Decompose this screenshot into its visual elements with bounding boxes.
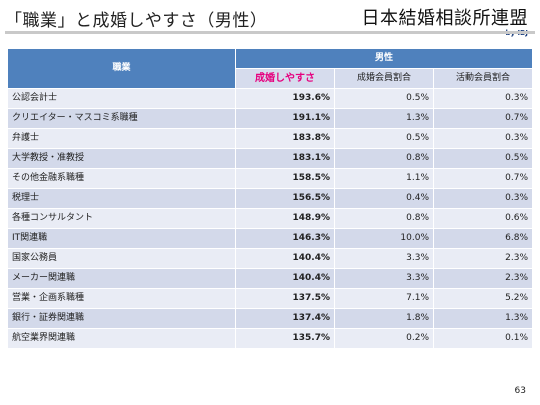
married-ratio-cell: 0.8% xyxy=(334,208,434,229)
table-row: IT関連職 146.3% 10.0% 6.8% xyxy=(7,228,534,249)
column-header-ease: 成婚しやすさ xyxy=(235,68,335,89)
occupation-cell: 航空業界関連職 xyxy=(7,328,236,349)
ease-cell: 183.1% xyxy=(235,148,335,169)
active-ratio-cell: 5.2% xyxy=(432,288,534,309)
ease-cell: 156.5% xyxy=(235,188,335,209)
ease-cell: 158.5% xyxy=(235,168,335,189)
table-row: 弁護士 183.8% 0.5% 0.3% xyxy=(7,128,534,149)
occupation-header: 職業 xyxy=(7,48,236,89)
table-row: 航空業界関連職 135.7% 0.2% 0.1% xyxy=(7,328,534,349)
table-row: クリエイター・マスコミ系職種 191.1% 1.3% 0.7% xyxy=(7,108,534,129)
occupation-cell: 弁護士 xyxy=(7,128,236,149)
married-ratio-cell: 10.0% xyxy=(334,228,434,249)
table-body: 公認会計士 193.6% 0.5% 0.3% クリエイター・マスコミ系職種 191.1% 1… xyxy=(7,88,534,349)
table-row: 税理士 156.5% 0.4% 0.3% xyxy=(7,188,534,209)
active-ratio-cell: 0.3% xyxy=(432,128,534,149)
occupation-cell: クリエイター・マスコミ系職種 xyxy=(7,108,236,129)
table-row: 国家公務員 140.4% 3.3% 2.3% xyxy=(7,248,534,269)
active-ratio-cell: 0.6% xyxy=(432,208,534,229)
active-ratio-cell: 0.1% xyxy=(432,328,534,349)
occupation-table: 職業 男性 成婚しやすさ 成婚会員割合 活動会員割合 公認会計士 193.6% 0.… xyxy=(7,48,534,349)
ease-cell: 146.3% xyxy=(235,228,335,249)
married-ratio-cell: 0.5% xyxy=(334,88,434,109)
logo-text: 日本結婚相談所連盟 xyxy=(361,8,528,29)
column-header-married-ratio: 成婚会員割合 xyxy=(334,68,434,89)
active-ratio-cell: 0.7% xyxy=(432,168,534,189)
married-ratio-cell: 0.2% xyxy=(334,328,434,349)
ease-cell: 137.4% xyxy=(235,308,335,329)
ease-cell: 183.8% xyxy=(235,128,335,149)
active-ratio-cell: 6.8% xyxy=(432,228,534,249)
table-row: 公認会計士 193.6% 0.5% 0.3% xyxy=(7,88,534,109)
occupation-cell: 税理士 xyxy=(7,188,236,209)
column-header-active-ratio: 活動会員割合 xyxy=(432,68,534,89)
occupation-cell: 営業・企画系職種 xyxy=(7,288,236,309)
active-ratio-cell: 0.5% xyxy=(432,148,534,169)
occupation-cell: 公認会計士 xyxy=(7,88,236,109)
active-ratio-cell: 2.3% xyxy=(432,268,534,289)
male-group-header: 男性 xyxy=(234,48,534,69)
table-row: 営業・企画系職種 137.5% 7.1% 5.2% xyxy=(7,288,534,309)
occupation-cell: その他金融系職種 xyxy=(7,168,236,189)
active-ratio-cell: 0.3% xyxy=(432,88,534,109)
active-ratio-cell: 2.3% xyxy=(432,248,534,269)
occupation-cell: 各種コンサルタント xyxy=(7,208,236,229)
married-ratio-cell: 1.8% xyxy=(334,308,434,329)
table-row: 各種コンサルタント 148.9% 0.8% 0.6% xyxy=(7,208,534,229)
active-ratio-cell: 0.7% xyxy=(432,108,534,129)
married-ratio-cell: 0.5% xyxy=(334,128,434,149)
ease-cell: 193.6% xyxy=(235,88,335,109)
married-ratio-cell: 1.1% xyxy=(334,168,434,189)
page-number: 63 xyxy=(514,386,526,396)
ease-cell: 191.1% xyxy=(235,108,335,129)
table-row: その他金融系職種 158.5% 1.1% 0.7% xyxy=(7,168,534,189)
active-ratio-cell: 0.3% xyxy=(432,188,534,209)
occupation-cell: メーカー関連職 xyxy=(7,268,236,289)
married-ratio-cell: 7.1% xyxy=(334,288,434,309)
table-row: 銀行・証券関連職 137.4% 1.8% 1.3% xyxy=(7,308,534,329)
occupation-cell: 国家公務員 xyxy=(7,248,236,269)
slide-title: 「職業」と成婚しやすさ（男性） xyxy=(5,11,268,31)
table-row: メーカー関連職 140.4% 3.3% 2.3% xyxy=(7,268,534,289)
married-ratio-cell: 0.4% xyxy=(334,188,434,209)
occupation-cell: 銀行・証券関連職 xyxy=(7,308,236,329)
occupation-cell: IT関連職 xyxy=(7,228,236,249)
married-ratio-cell: 1.3% xyxy=(334,108,434,129)
table-row: 大学教授・准教授 183.1% 0.8% 0.5% xyxy=(7,148,534,169)
married-ratio-cell: 0.8% xyxy=(334,148,434,169)
occupation-cell: 大学教授・准教授 xyxy=(7,148,236,169)
ease-cell: 140.4% xyxy=(235,248,335,269)
active-ratio-cell: 1.3% xyxy=(432,308,534,329)
married-ratio-cell: 3.3% xyxy=(334,248,434,269)
ease-cell: 148.9% xyxy=(235,208,335,229)
married-ratio-cell: 3.3% xyxy=(334,268,434,289)
title-divider xyxy=(5,31,535,34)
ease-cell: 140.4% xyxy=(235,268,335,289)
ease-cell: 135.7% xyxy=(235,328,335,349)
ease-cell: 137.5% xyxy=(235,288,335,309)
